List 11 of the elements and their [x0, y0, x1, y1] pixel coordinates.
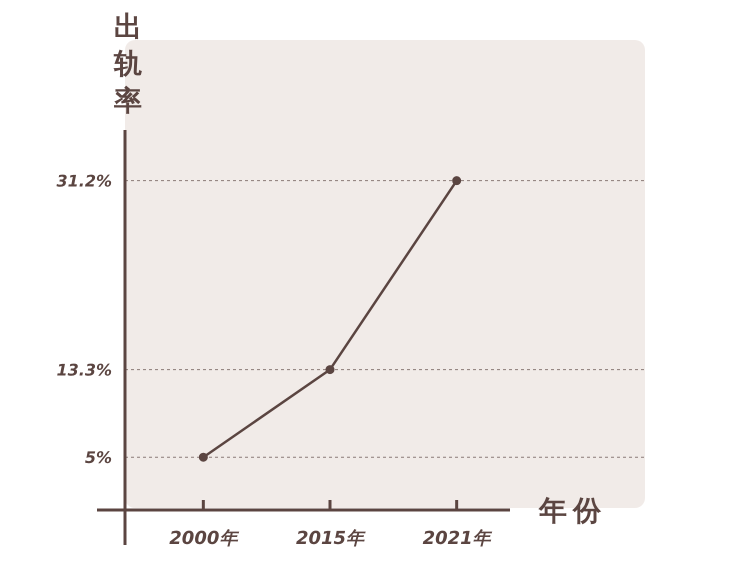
x-tick-label: 2021年 [422, 528, 493, 549]
point [452, 176, 462, 186]
y-tick-label: 31.2% [56, 172, 112, 191]
x-tick-label: 2015年 [296, 528, 366, 549]
point [326, 365, 334, 374]
y-tick-label: 13.3% [56, 360, 112, 380]
y-axis-title: 出轨率 [113, 10, 142, 117]
point [198, 452, 208, 462]
x-axis-title: 年份 [538, 494, 607, 527]
y-tick-label: 5% [84, 448, 112, 468]
x-tick-label: 2000年 [169, 528, 240, 549]
